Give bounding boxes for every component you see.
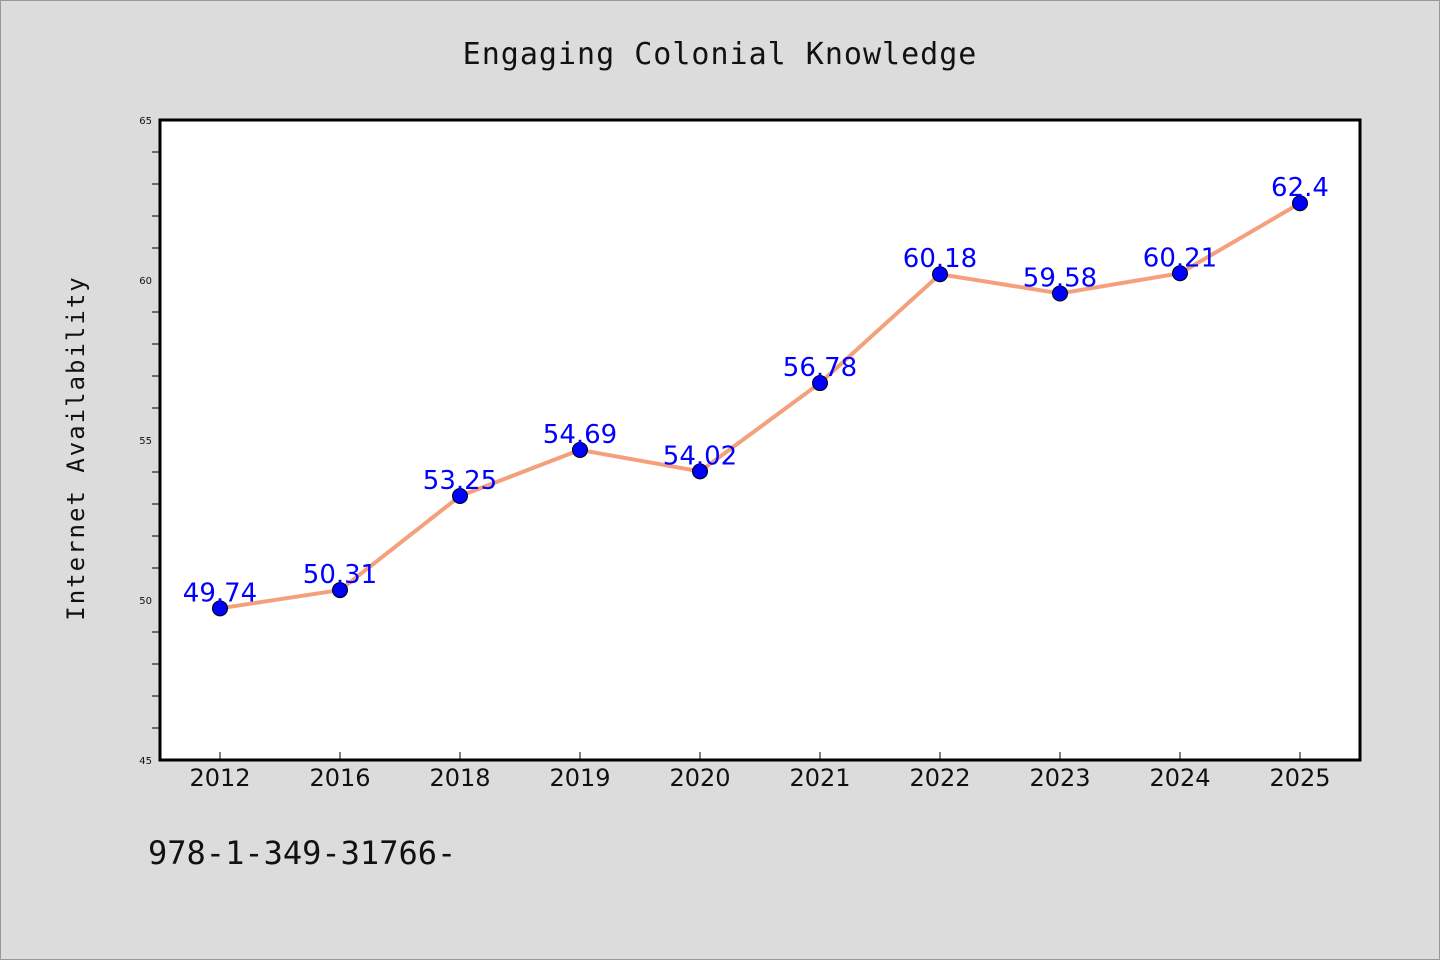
data-point bbox=[572, 441, 588, 458]
data-point bbox=[812, 375, 828, 392]
x-tick-label: 2020 bbox=[669, 764, 730, 792]
data-label: 49.74 bbox=[183, 578, 257, 608]
y-axis: 45 50 55 60 65 bbox=[139, 116, 160, 767]
data-label: 59.58 bbox=[1023, 263, 1097, 293]
x-tick-label: 2018 bbox=[429, 764, 490, 792]
series-line bbox=[219, 201, 1302, 611]
x-axis: 2012 2016 2018 2019 2020 2021 2022 2023 2024 2025 bbox=[189, 752, 1331, 792]
y-tick-label: 45 bbox=[139, 756, 152, 767]
x-tick-label: 2016 bbox=[309, 764, 370, 792]
data-point bbox=[1172, 265, 1188, 282]
data-label: 54.02 bbox=[663, 441, 737, 471]
data-point bbox=[932, 266, 948, 283]
x-tick-label: 2012 bbox=[189, 764, 250, 792]
data-point bbox=[1292, 195, 1308, 212]
x-tick-label: 2023 bbox=[1029, 764, 1090, 792]
data-labels: 49.74 50.31 53.25 54.69 54.02 56.78 60.18 59.58… bbox=[183, 173, 1329, 608]
chart-title: Engaging Colonial Knowledge bbox=[463, 37, 978, 72]
y-tick-label: 65 bbox=[139, 116, 152, 127]
x-tick-label: 2024 bbox=[1149, 764, 1210, 792]
y-axis-label: Internet Availability bbox=[62, 275, 90, 620]
data-point bbox=[1052, 285, 1068, 302]
x-tick-label: 2022 bbox=[909, 764, 970, 792]
data-label: 56.78 bbox=[783, 353, 857, 383]
data-point bbox=[692, 463, 708, 480]
data-markers bbox=[212, 195, 1308, 617]
y-tick-label: 50 bbox=[139, 596, 152, 607]
footer-isbn-text: 978-1-349-31766- bbox=[148, 834, 456, 872]
data-point bbox=[212, 600, 228, 617]
data-label: 50.31 bbox=[303, 560, 377, 590]
y-tick-label: 55 bbox=[139, 436, 152, 447]
x-tick-label: 2019 bbox=[549, 764, 610, 792]
data-point bbox=[452, 488, 468, 504]
data-label: 60.21 bbox=[1143, 243, 1217, 273]
data-point bbox=[332, 582, 348, 599]
x-tick-label: 2025 bbox=[1269, 764, 1330, 792]
x-tick-label: 2021 bbox=[789, 764, 850, 792]
data-label: 60.18 bbox=[903, 244, 977, 274]
data-label: 53.25 bbox=[423, 466, 497, 496]
y-tick-label: 60 bbox=[139, 276, 152, 287]
plot-area bbox=[158, 118, 1362, 762]
data-label: 62.4 bbox=[1271, 173, 1329, 203]
data-label: 54.69 bbox=[543, 420, 617, 450]
